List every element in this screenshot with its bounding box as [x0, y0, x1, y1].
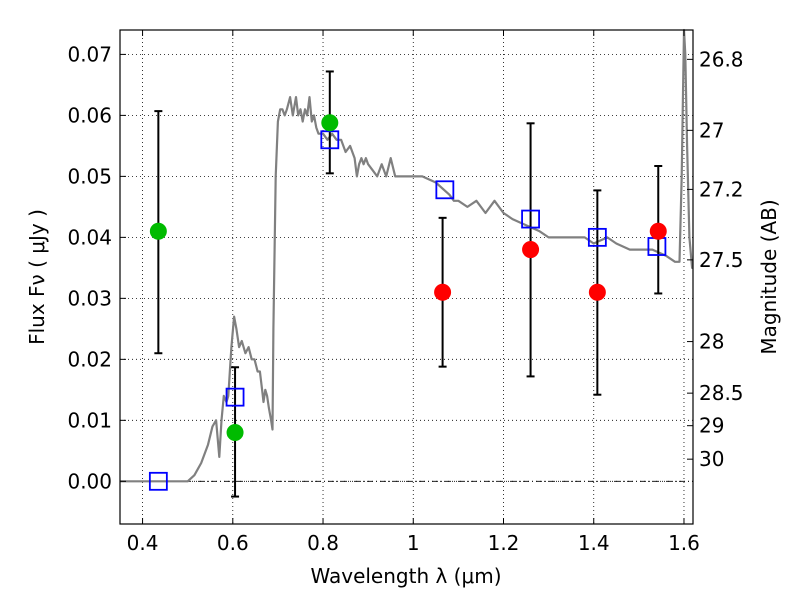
y-axis-label: Flux Fν ( μJy ) — [25, 209, 49, 345]
magnitude-tick-label: 27 — [699, 118, 724, 142]
model-point — [435, 180, 455, 200]
model-point — [148, 471, 168, 491]
x-tick-label: 1.2 — [488, 531, 520, 555]
model-sed — [120, 28, 694, 483]
y-tick-label: 0.00 — [67, 469, 112, 493]
x-axis-label: Wavelength λ (μm) — [310, 564, 501, 588]
y-tick-label: 0.07 — [67, 42, 112, 66]
model-sed-line — [120, 28, 694, 483]
detection-points — [149, 114, 339, 442]
model-point — [587, 227, 607, 247]
magnitude-axis: 26.8 27 27.2 27.5 28 28.5 29 30 — [687, 47, 744, 471]
x-tick-label: 0.4 — [127, 531, 159, 555]
y-axis: 0.00 0.01 0.02 0.03 0.04 0.05 0.06 0.07 — [67, 42, 126, 493]
x-tick-label: 0.6 — [217, 531, 249, 555]
model-points — [148, 130, 667, 491]
magnitude-tick-label: 29 — [699, 414, 724, 438]
magnitude-axis-label: Magnitude (AB) — [757, 199, 781, 354]
y-tick-label: 0.03 — [67, 286, 112, 310]
magnitude-tick-label: 28.5 — [699, 381, 744, 405]
x-tick-label: 0.8 — [307, 531, 339, 555]
model-point — [320, 130, 340, 150]
y-tick-label: 0.04 — [67, 225, 112, 249]
y-tick-label: 0.02 — [67, 347, 112, 371]
x-tick-label: 1.4 — [578, 531, 610, 555]
detection-point — [149, 222, 167, 240]
magnitude-tick-label: 27.5 — [699, 248, 744, 272]
red-points — [434, 222, 667, 301]
plot-frame — [119, 29, 694, 525]
red-point — [522, 241, 540, 259]
magnitude-tick-label: 30 — [699, 447, 724, 471]
detection-point — [321, 114, 339, 132]
y-tick-label: 0.06 — [67, 103, 112, 127]
y-tick-label: 0.01 — [67, 408, 112, 432]
model-point — [225, 387, 245, 407]
x-axis: 0.4 0.6 0.8 1 1.2 1.4 1.6 — [127, 30, 700, 555]
y-tick-label: 0.05 — [67, 164, 112, 188]
red-point — [434, 283, 452, 301]
model-point — [521, 209, 540, 229]
x-tick-label: 1.6 — [668, 531, 700, 555]
red-point — [588, 283, 606, 301]
magnitude-tick-label: 27.2 — [699, 177, 744, 201]
detection-point — [226, 424, 244, 442]
magnitude-tick-label: 26.8 — [699, 47, 744, 71]
x-tick-label: 1 — [407, 531, 420, 555]
red-point — [649, 222, 667, 240]
magnitude-tick-label: 28 — [699, 330, 724, 354]
